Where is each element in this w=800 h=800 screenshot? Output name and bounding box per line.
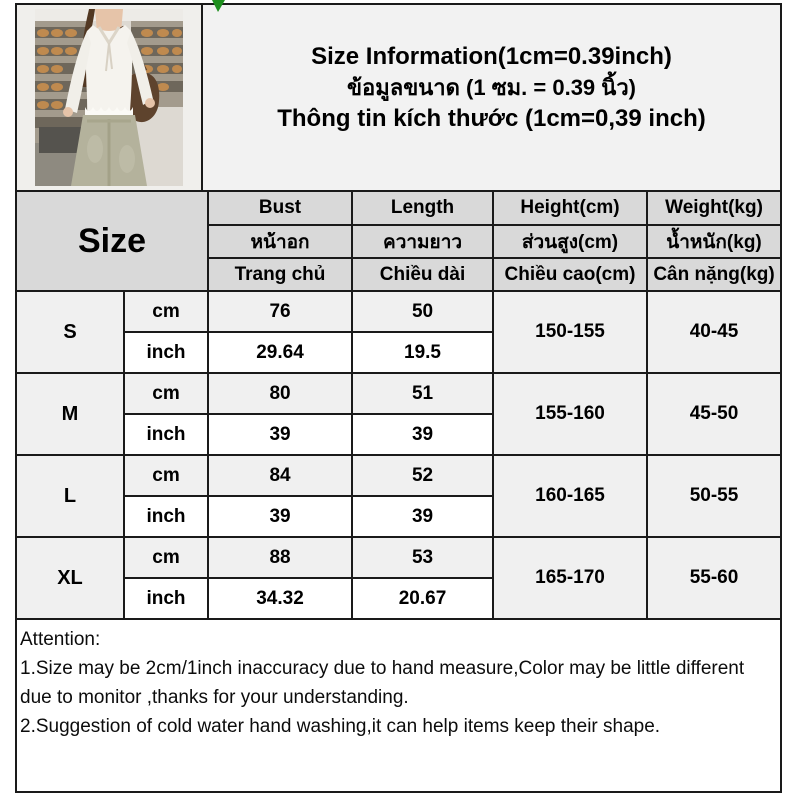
title-english: Size Information(1cm=0.39inch) [311, 43, 672, 70]
cell-s-length-inch: 19.5 [351, 331, 494, 374]
cell-s-bust-cm: 76 [207, 290, 354, 333]
col-bust-en: Bust [207, 192, 354, 226]
cell-m-weight: 45-50 [646, 372, 781, 456]
attention-note-2: 2.Suggestion of cold water hand washing,… [20, 716, 661, 737]
col-height-th: ส่วนสูง(cm) [492, 224, 649, 259]
cell-xl-length-inch: 20.67 [351, 577, 494, 620]
table-row: S cm 76 50 150-155 40-45 [17, 290, 781, 374]
cell-m-bust-inch: 39 [207, 413, 354, 456]
product-photo [35, 9, 183, 186]
col-length-vi: Chiều dài [351, 257, 495, 292]
cell-xl-weight: 55-60 [646, 536, 781, 620]
col-length-th: ความยาว [351, 224, 495, 259]
unit-label-inch: inch [124, 577, 210, 620]
table-row: M cm 80 51 155-160 45-50 [17, 372, 781, 456]
unit-label-inch: inch [124, 495, 210, 538]
cell-l-length-inch: 39 [351, 495, 494, 538]
cell-l-length-cm: 52 [351, 454, 495, 497]
size-label-xl: XL [17, 536, 125, 620]
table-row: inch 39 39 [17, 413, 780, 456]
attention-section: Attention: 1.Size may be 2cm/1inch inacc… [17, 620, 780, 791]
col-bust-th: หน้าอก [208, 224, 354, 259]
cell-l-bust-cm: 84 [207, 454, 354, 497]
col-weight-en: Weight(kg) [646, 192, 781, 226]
unit-label-cm: cm [122, 454, 210, 497]
cell-s-length-cm: 50 [351, 290, 495, 333]
size-chart-sheet: Size Information(1cm=0.39inch) ข้อมูลขนา… [15, 3, 782, 793]
cell-s-weight: 40-45 [646, 290, 781, 374]
header-row-english: Size Bust Length Height(cm) Weight(kg) [17, 192, 781, 292]
header-row-vietnamese: Trang chủ Chiều dài Chiều cao(cm) Cân nặ… [17, 257, 781, 292]
cell-xl-bust-inch: 34.32 [207, 577, 354, 620]
col-bust-vi: Trang chủ [208, 257, 354, 292]
table-row: inch 39 39 [17, 495, 780, 538]
green-corner-marker [212, 0, 225, 12]
col-height-en: Height(cm) [492, 192, 649, 226]
cell-m-length-cm: 51 [351, 372, 495, 415]
product-photo-illustration [35, 9, 183, 186]
unit-label-cm: cm [122, 536, 210, 579]
col-length-en: Length [351, 192, 495, 226]
title-thai: ข้อมูลขนาด (1 ซม. = 0.39 นิ้ว) [346, 75, 636, 100]
cell-s-height: 150-155 [492, 290, 649, 374]
col-weight-th: น้ำหนัก(kg) [646, 224, 781, 259]
cell-m-bust-cm: 80 [207, 372, 354, 415]
cell-xl-bust-cm: 88 [207, 536, 354, 579]
cell-l-bust-inch: 39 [207, 495, 354, 538]
size-table: Size Bust Length Height(cm) Weight(kg) ห… [17, 192, 781, 620]
attention-label: Attention: [20, 629, 101, 650]
cell-m-length-inch: 39 [351, 413, 494, 456]
cell-l-height: 160-165 [492, 454, 649, 538]
cell-xl-length-cm: 53 [351, 536, 495, 579]
size-label-s: S [17, 290, 125, 374]
size-label-m: M [17, 372, 125, 456]
unit-label-inch: inch [124, 331, 210, 374]
unit-label-inch: inch [124, 413, 210, 456]
table-row: XL cm 88 53 165-170 55-60 [17, 536, 781, 620]
header-row-thai: หน้าอก ความยาว ส่วนสูง(cm) น้ำหนัก(kg) [17, 224, 781, 259]
col-weight-vi: Cân nặng(kg) [646, 257, 781, 292]
col-height-vi: Chiều cao(cm) [492, 257, 649, 292]
table-row: L cm 84 52 160-165 50-55 [17, 454, 781, 538]
size-label-l: L [17, 454, 125, 538]
unit-label-cm: cm [122, 372, 210, 415]
size-info-title-block: Size Information(1cm=0.39inch) ข้อมูลขนา… [203, 5, 780, 190]
cell-s-bust-inch: 29.64 [207, 331, 354, 374]
cell-l-weight: 50-55 [646, 454, 781, 538]
table-row: inch 34.32 20.67 [17, 577, 780, 620]
unit-label-cm: cm [122, 290, 210, 333]
size-header: Size [17, 192, 210, 292]
title-vietnamese: Thông tin kích thước (1cm=0,39 inch) [277, 105, 706, 132]
table-row: inch 29.64 19.5 [17, 331, 780, 374]
cell-xl-height: 165-170 [492, 536, 649, 620]
top-section: Size Information(1cm=0.39inch) ข้อมูลขนา… [17, 5, 780, 192]
product-photo-cell [17, 5, 203, 190]
cell-m-height: 155-160 [492, 372, 649, 456]
attention-note-1: 1.Size may be 2cm/1inch inaccuracy due t… [20, 658, 745, 708]
